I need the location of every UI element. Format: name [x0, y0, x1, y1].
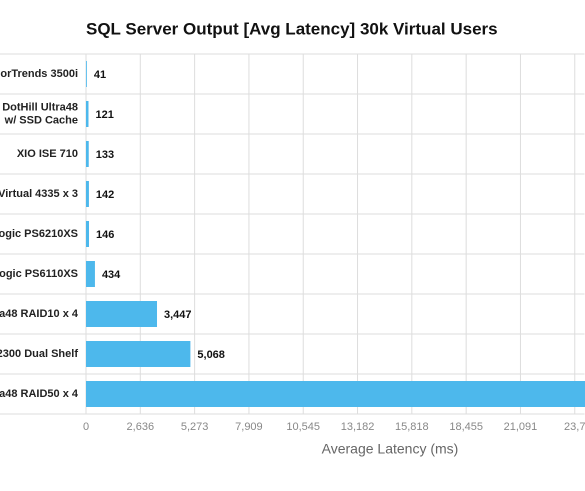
x-tick-label: 0 [83, 421, 89, 433]
value-label: 146 [96, 229, 114, 241]
x-tick-label: 13,182 [341, 421, 375, 433]
value-label: 434 [102, 269, 121, 281]
value-label: 41 [94, 69, 106, 81]
bar [86, 141, 89, 167]
value-label: 3,447 [164, 309, 192, 321]
value-label: 142 [96, 189, 114, 201]
x-tick-label: 15,818 [395, 421, 429, 433]
x-tick-label: 23,7 [564, 421, 585, 433]
bar [86, 181, 89, 207]
bar [86, 341, 191, 367]
y-tick-label: 2300 Dual Shelf [0, 348, 78, 360]
x-tick-label: 2,636 [127, 421, 155, 433]
y-tick-label: orTrends 3500i [0, 68, 78, 80]
bar [86, 261, 95, 287]
y-tick-label: a48 RAID10 x 4 [0, 308, 79, 320]
y-tick-label: ogic PS6210XS [0, 228, 78, 240]
x-axis-title: Average Latency (ms) [322, 441, 459, 457]
value-label: 121 [95, 109, 113, 121]
x-tick-label: 10,545 [286, 421, 320, 433]
y-tick-label: XIO ISE 710 [17, 148, 78, 160]
y-tick-label: ogic PS6110XS [0, 268, 78, 280]
chart-title: SQL Server Output [Avg Latency] 30k Virt… [86, 19, 498, 38]
y-tick-label: DotHill Ultra48 w/ SSD Cache [2, 101, 78, 126]
y-tick-label: Virtual 4335 x 3 [0, 188, 78, 200]
bar [86, 61, 87, 87]
bar [86, 301, 158, 327]
value-label: 133 [96, 149, 114, 161]
x-tick-label: 5,273 [181, 421, 209, 433]
bar [86, 221, 90, 247]
x-tick-label: 21,091 [504, 421, 538, 433]
bar [86, 381, 585, 407]
bar [86, 101, 89, 127]
y-tick-label: a48 RAID50 x 4 [0, 388, 79, 400]
x-tick-label: 7,909 [235, 421, 263, 433]
x-tick-label: 18,455 [449, 421, 483, 433]
value-label: 5,068 [197, 349, 225, 361]
